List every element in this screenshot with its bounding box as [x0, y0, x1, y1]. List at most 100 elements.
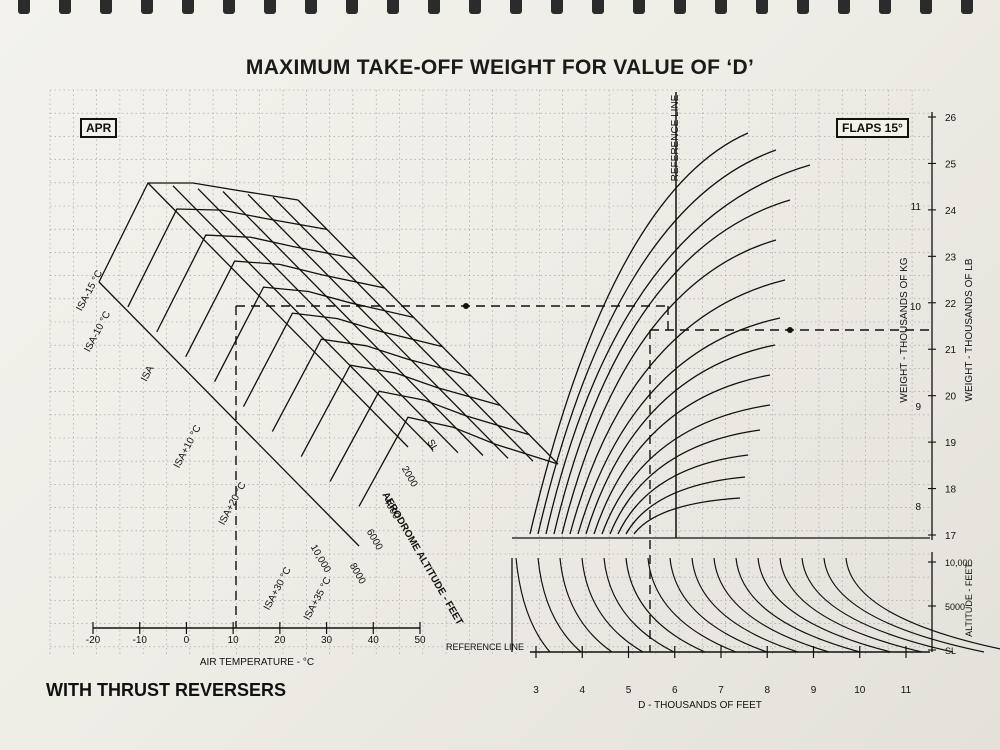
reference-line-label: REFERENCE LINE: [670, 94, 681, 181]
binding-ring: [100, 0, 112, 14]
weight-lb-tick-label: 22: [945, 299, 957, 310]
weight-curve: [545, 164, 811, 535]
altitude-correction-curve: [801, 557, 954, 653]
chart-title: MAXIMUM TAKE-OFF WEIGHT FOR VALUE OF ‘D’: [245, 56, 755, 79]
binding-ring: [346, 0, 358, 14]
altitude-correction-curve: [669, 557, 768, 653]
isa-curve-label: ISA-15 °C: [74, 269, 105, 314]
isa-curve-label: ISA: [139, 364, 156, 384]
d-tick-label: 5: [626, 685, 632, 696]
binding-ring: [59, 0, 71, 14]
carpet-temp-line: [98, 182, 299, 283]
altitude-curve-label: SL: [424, 438, 440, 454]
footer-note: WITH THRUST REVERSERS: [46, 680, 287, 700]
binding-ring: [961, 0, 973, 14]
carpet-altitude-line: [222, 191, 484, 456]
weight-lb-tick-label: 17: [945, 531, 957, 542]
carpet-altitude-line: [147, 182, 409, 448]
weight-lb-tick-label: 24: [945, 206, 957, 217]
altitude-correction-curve: [581, 557, 644, 653]
binding-ring: [469, 0, 481, 14]
weight-lb-tick-label: 19: [945, 438, 957, 449]
weight-lb-tick-label: 23: [945, 252, 957, 263]
carpet-temp-line: [185, 260, 385, 358]
carpet-temp-line: [213, 286, 414, 383]
temperature-tick-label: 30: [321, 635, 333, 646]
carpet-temp-line: [127, 208, 328, 308]
weight-curve: [601, 404, 771, 535]
weight-kg-tick-label: 11: [911, 202, 922, 213]
carpet-altitude-line: [272, 196, 534, 462]
d-tick-label: 9: [811, 685, 817, 696]
binding-ring: [223, 0, 235, 14]
weight-lb-tick-label: 20: [945, 392, 957, 403]
flaps-label: FLAPS 15°: [836, 118, 909, 138]
altitude-correction-curve: [559, 557, 613, 653]
carpet-temp-line: [242, 312, 443, 407]
carpet-temp-line: [329, 390, 530, 482]
weight-curve: [537, 149, 777, 535]
weight-curve: [633, 497, 741, 535]
binding-ring: [715, 0, 727, 14]
carpet-altitude-line: [197, 188, 459, 454]
carpet-temp-line: [271, 338, 472, 432]
altitude-correction-curve: [845, 557, 1000, 650]
altitude-tick-label: 10,000: [945, 558, 973, 568]
d-axis-label: D - THOUSANDS OF FEET: [638, 700, 762, 711]
d-tick-label: 4: [579, 685, 585, 696]
binding-ring: [18, 0, 30, 14]
altitude-curve-label: 8000: [347, 561, 368, 586]
weight-curve: [609, 429, 761, 535]
carpet-temp-line: [358, 416, 559, 507]
isa-curve-label: ISA+30 °C: [262, 565, 294, 612]
temperature-tick-label: 0: [184, 635, 190, 646]
binding-ring: [756, 0, 768, 14]
weight-curve: [585, 344, 776, 535]
altitude-curve-label: 6000: [364, 527, 385, 552]
isa-curve-label: ISA+10 °C: [172, 423, 204, 470]
d-tick-label: 10: [854, 685, 866, 696]
binding-ring: [182, 0, 194, 14]
binding-ring: [920, 0, 932, 14]
binding-ring: [633, 0, 645, 14]
lower-reference-label: REFERENCE LINE: [446, 642, 524, 652]
altitude-correction-curve: [647, 557, 737, 653]
binding-ring: [305, 0, 317, 14]
carpet-temp-line: [300, 364, 501, 457]
temperature-tick-label: 40: [368, 635, 380, 646]
altitude-curve-label: 10,000: [308, 543, 333, 575]
altitude-correction-curve: [823, 557, 985, 653]
temperature-tick-label: 50: [414, 635, 426, 646]
carpet-altitude-line: [247, 193, 509, 459]
weight-curve: [529, 132, 749, 535]
binding-ring: [838, 0, 850, 14]
temperature-tick-label: -10: [132, 635, 147, 646]
weight-kg-tick-label: 10: [910, 302, 922, 313]
weight-curve: [593, 374, 771, 535]
carpet-temp-line: [156, 234, 356, 333]
weight-curve: [577, 317, 781, 535]
temperature-tick-label: -20: [86, 635, 101, 646]
d-tick-label: 3: [533, 685, 539, 696]
binding-ring: [797, 0, 809, 14]
weight-curve: [569, 279, 786, 535]
binding-ring: [428, 0, 440, 14]
temperature-tick-label: 20: [274, 635, 286, 646]
binding-ring: [592, 0, 604, 14]
spiral-binding: [0, 0, 1000, 16]
d-tick-label: 7: [718, 685, 724, 696]
altitude-correction-curve: [735, 557, 861, 653]
d-tick-label: 8: [764, 685, 770, 696]
weight-kg-tick-label: 9: [915, 402, 921, 413]
altitude-correction-curve: [537, 557, 582, 653]
carpet-altitude-line: [98, 281, 360, 547]
isa-curve-label: ISA+35 °C: [302, 575, 334, 622]
binding-ring: [879, 0, 891, 14]
apr-label: APR: [80, 118, 118, 138]
altitude-label: AERODROME ALTITUDE - FEET: [379, 490, 464, 627]
binding-ring: [551, 0, 563, 14]
carpet-altitude-line: [297, 199, 559, 465]
binding-ring: [141, 0, 153, 14]
